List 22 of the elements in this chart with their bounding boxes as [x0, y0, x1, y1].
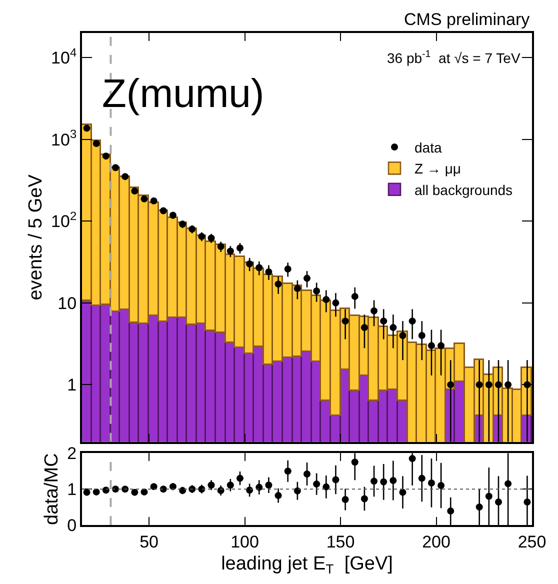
x-tick-label: 250 — [518, 532, 546, 552]
x-tick-label: 200 — [422, 532, 450, 552]
legend-label: data — [414, 139, 442, 156]
annotation: Z(mumu) — [102, 72, 264, 116]
chart-title: CMS preliminary — [404, 10, 530, 29]
x-tick-label: 150 — [326, 532, 355, 552]
y-tick-label: 1 — [67, 480, 77, 500]
y-tick-label: 0 — [67, 516, 77, 535]
y-tick-label: 10$^{2}$ — [51, 208, 77, 232]
x-axis-title: leading jet E$_{T}$ [GeV] — [221, 554, 393, 577]
y-tick-label: 2 — [67, 444, 77, 464]
x-tick-label: 100 — [230, 532, 259, 552]
y-tick-label: 10$^{3}$ — [51, 127, 77, 150]
x-tick-label: 50 — [140, 532, 158, 552]
y-axis-title: events / 5 GeV — [25, 174, 46, 300]
legend-label: Z → μμ — [414, 160, 461, 177]
legend-label: all backgrounds — [414, 182, 513, 198]
y-tick-label: 10$^{4}$ — [51, 45, 77, 68]
y-axis-title: data/MC — [41, 453, 62, 525]
y-tick-label: 1 — [67, 376, 77, 395]
annotation: 36 pb$^{-1}$ at √s = 7 TeV — [387, 49, 521, 66]
y-tick-label: 10 — [58, 294, 77, 313]
